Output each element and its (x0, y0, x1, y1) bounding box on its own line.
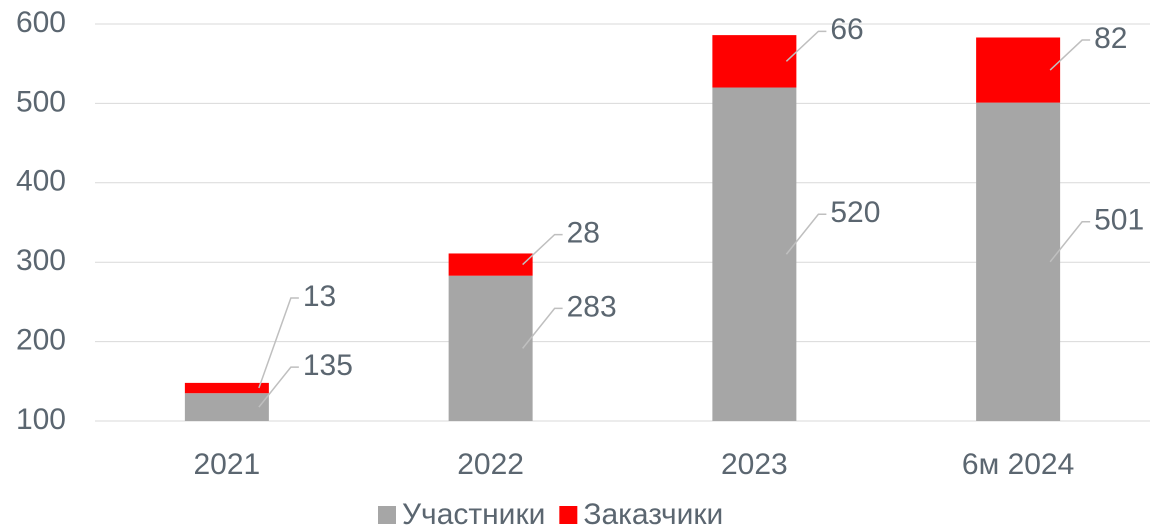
legend-swatch (559, 506, 578, 524)
leader-line (522, 307, 563, 349)
y-tick-label: 500 (16, 85, 66, 118)
legend-label: Участники (402, 498, 545, 531)
x-tick-label: 2022 (457, 448, 524, 481)
bar-segment (712, 35, 797, 88)
x-tick-label: 2023 (721, 448, 788, 481)
data-label: 520 (830, 196, 880, 229)
data-label: 135 (303, 349, 353, 382)
leader-line (785, 213, 827, 255)
bar-segment (184, 382, 269, 394)
leader-line (1049, 221, 1091, 263)
y-tick-label: 100 (16, 403, 66, 436)
bar-segment (712, 87, 797, 422)
x-tick-label: 6м 2024 (962, 448, 1074, 481)
data-label: 66 (830, 13, 863, 46)
leader-line (522, 233, 563, 266)
leader-line (258, 297, 299, 389)
bar-segment (976, 37, 1061, 103)
data-label: 501 (1094, 204, 1144, 237)
y-tick-label: 600 (16, 6, 66, 39)
bar-segment (976, 102, 1061, 421)
bar-segment (448, 275, 533, 421)
legend-swatch (378, 506, 396, 524)
leader-line (258, 366, 299, 408)
data-label: 13 (303, 280, 336, 313)
x-tick-label: 2021 (194, 448, 261, 481)
y-tick-label: 400 (16, 165, 66, 198)
data-label: 82 (1094, 22, 1127, 55)
y-tick-label: 200 (16, 324, 66, 357)
leader-line (785, 30, 827, 62)
legend-label: Заказчики (583, 498, 723, 531)
bar-segment (184, 393, 269, 421)
leader-line (1049, 39, 1091, 71)
bar-segment (448, 253, 533, 276)
y-tick-label: 300 (16, 244, 66, 277)
data-label: 283 (567, 290, 617, 323)
data-label: 28 (567, 217, 600, 250)
